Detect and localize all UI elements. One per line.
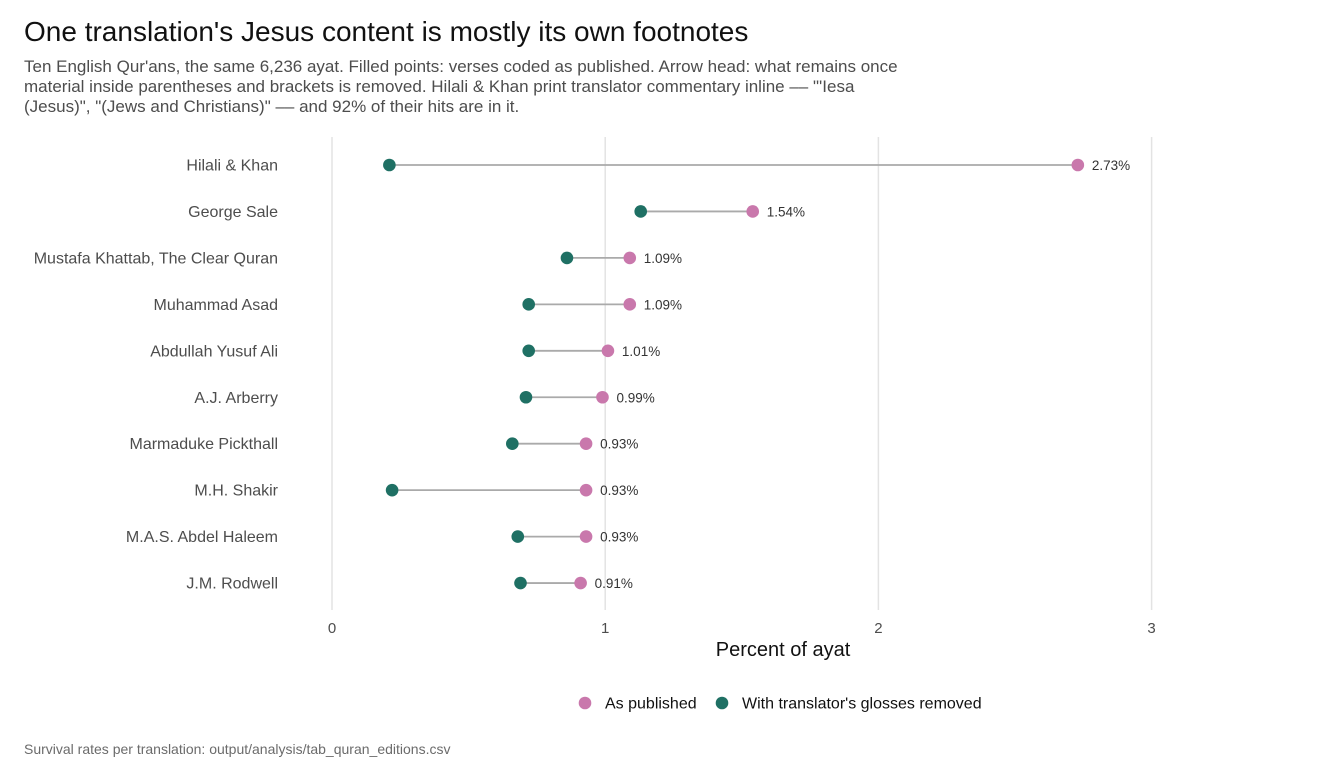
- legend-item-as-published-label: As published: [605, 696, 697, 713]
- category-label: Muhammad Asad: [153, 297, 278, 314]
- point-as-published: [596, 390, 609, 404]
- point-glosses-removed: [383, 158, 396, 172]
- point-glosses-removed: [506, 437, 519, 451]
- category-label: J.M. Rodwell: [186, 576, 278, 593]
- data-label: 1.09%: [644, 297, 682, 312]
- x-tick-label-2: 2: [874, 620, 882, 637]
- point-glosses-removed: [634, 205, 648, 218]
- category-labels: Hilali & Khan George Sale Mustafa Khattab,…: [34, 158, 279, 593]
- data-label: 1.01%: [622, 344, 660, 359]
- legend-item-glosses-removed-key: [715, 696, 729, 710]
- points: [383, 158, 1085, 590]
- category-label: M.A.S. Abdel Haleem: [126, 529, 278, 546]
- x-tick-label-3: 3: [1147, 620, 1155, 637]
- data-label: 0.93%: [600, 483, 638, 498]
- data-labels: 2.73% 1.54% 1.09% 1.09% 1.01% 0.99% 0.93% 0.93%…: [595, 158, 1131, 591]
- data-label: 1.09%: [644, 251, 682, 266]
- point-glosses-removed: [522, 298, 536, 311]
- category-label: A.J. Arberry: [194, 390, 278, 407]
- dumbbell-chart: Hilali & Khan George Sale Mustafa Khattab,…: [34, 137, 1156, 713]
- point-glosses-removed: [514, 576, 527, 590]
- x-axis-ticks: 0 1 2 3: [328, 620, 1156, 637]
- point-as-published: [623, 298, 637, 311]
- data-label: 0.91%: [595, 576, 633, 591]
- legend-item-as-published-key: [578, 696, 592, 710]
- data-label: 0.93%: [600, 437, 638, 452]
- data-label: 0.99%: [616, 390, 654, 405]
- x-tick-label-0: 0: [328, 620, 336, 637]
- legend: As published With translator's glosses re…: [578, 696, 982, 713]
- point-as-published: [601, 344, 615, 358]
- category-label: Abdullah Yusuf Ali: [150, 343, 278, 360]
- x-axis-title: Percent of ayat: [716, 639, 851, 661]
- point-as-published: [574, 576, 587, 590]
- data-label: 0.93%: [600, 530, 638, 545]
- point-as-published: [746, 205, 760, 218]
- point-glosses-removed: [519, 390, 533, 404]
- x-tick-label-1: 1: [601, 620, 609, 637]
- gridlines: [331, 137, 1153, 610]
- point-glosses-removed: [385, 483, 399, 497]
- point-as-published: [579, 437, 593, 451]
- category-label: M.H. Shakir: [194, 483, 278, 500]
- point-as-published: [579, 530, 593, 543]
- data-label: 2.73%: [1092, 158, 1130, 173]
- chart-subtitle: Ten English Qur'ans, the same 6,236 ayat…: [24, 57, 898, 116]
- point-as-published: [579, 483, 593, 497]
- chart-title: One translation's Jesus content is mostl…: [24, 16, 749, 47]
- data-label: 1.54%: [767, 204, 805, 219]
- category-label: Marmaduke Pickthall: [130, 436, 279, 453]
- category-label: George Sale: [188, 204, 278, 221]
- legend-item-glosses-removed-label: With translator's glosses removed: [742, 696, 982, 713]
- point-as-published: [1071, 158, 1085, 172]
- chart-caption: Survival rates per translation: output/a…: [24, 741, 451, 757]
- category-label: Mustafa Khattab, The Clear Quran: [34, 250, 278, 267]
- point-glosses-removed: [560, 251, 574, 265]
- point-as-published: [623, 251, 637, 265]
- segments: [389, 161, 1078, 588]
- point-glosses-removed: [522, 344, 536, 358]
- point-glosses-removed: [511, 530, 525, 543]
- category-label: Hilali & Khan: [186, 158, 278, 175]
